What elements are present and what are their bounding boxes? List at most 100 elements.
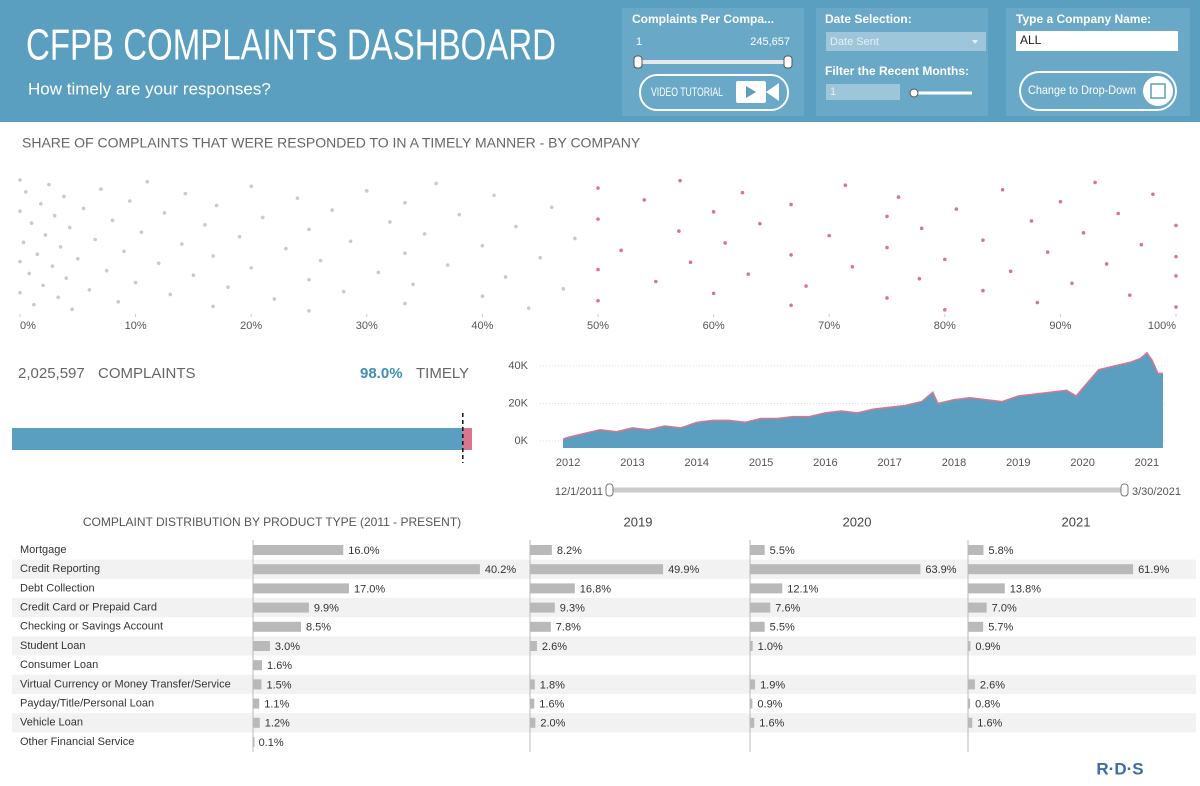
company-dot [480, 294, 485, 299]
dropdown-button[interactable] [1019, 71, 1177, 111]
y-tick-label: 20K [508, 397, 528, 409]
company-dot [211, 254, 215, 258]
company-dot [76, 256, 80, 261]
company-dot [168, 292, 173, 297]
x-tick-label: 90% [1049, 320, 1071, 332]
date-range-start: 12/1/2011 [555, 486, 603, 498]
kpi-timely: 98.0% [360, 365, 403, 382]
company-dot [35, 252, 40, 257]
bar [968, 564, 1134, 575]
company-dot [677, 229, 681, 233]
company-dot [1174, 223, 1178, 228]
company-dot [307, 227, 311, 232]
company-dot [758, 221, 762, 226]
company-dot [596, 298, 600, 303]
value-label: 2.6% [542, 641, 567, 653]
date-range-handle[interactable] [1120, 483, 1129, 497]
bar [968, 679, 975, 690]
company-dot [52, 213, 57, 218]
company-input[interactable] [1016, 31, 1178, 51]
date-range-end: 3/30/2021 [1132, 486, 1181, 498]
company-dot [50, 264, 55, 268]
company-dot [18, 290, 22, 295]
company-dot [191, 273, 196, 278]
months-slider-handle[interactable] [909, 88, 919, 98]
value-label: 7.8% [556, 622, 581, 634]
company-dot [249, 184, 253, 189]
value-label: 2.6% [980, 679, 1005, 691]
kpi-bar-segment [12, 428, 463, 450]
company-dot [619, 248, 623, 253]
value-label: 49.9% [668, 564, 699, 576]
company-dot [18, 259, 22, 264]
value-label: 0.9% [757, 699, 782, 711]
company-dot [1104, 262, 1109, 266]
company-dot [183, 191, 188, 196]
bar [530, 602, 555, 613]
company-dot [87, 288, 92, 292]
bar [253, 737, 255, 747]
company-dot [981, 288, 985, 293]
bar [530, 698, 535, 709]
company-dot [41, 283, 45, 288]
slider-min: 1 [636, 36, 642, 48]
bar [530, 717, 536, 728]
kpi-timely-text: TIMELY [416, 365, 469, 382]
value-label: 16.8% [580, 583, 611, 595]
company-dot [330, 208, 334, 212]
slider-handle[interactable] [633, 55, 643, 69]
company-dot [122, 249, 126, 254]
x-tick-label: 0% [20, 320, 36, 332]
company-dot [1070, 281, 1074, 286]
video-button[interactable] [639, 74, 789, 111]
company-label: Type a Company Name: [1016, 12, 1151, 26]
value-label: 1.2% [265, 718, 290, 730]
company-dot [403, 200, 407, 205]
company-dot [145, 179, 149, 184]
company-dot [58, 245, 63, 249]
company-dot [249, 266, 253, 270]
company-dot [526, 306, 531, 310]
company-dot [789, 303, 793, 308]
company-dot [789, 253, 793, 257]
company-dot [93, 237, 97, 242]
value-label: 12.1% [787, 583, 818, 595]
company-dot [162, 211, 167, 215]
area [563, 352, 1163, 448]
date-dropdown[interactable] [826, 32, 986, 51]
x-tick-label: 10% [125, 320, 147, 332]
company-dot [27, 271, 32, 276]
bar [253, 564, 480, 575]
slider-max: 245,657 [750, 36, 790, 48]
bar [968, 583, 1005, 594]
company-dot [1093, 180, 1097, 185]
bar [968, 545, 984, 555]
company-dot [843, 183, 848, 188]
company-dot [21, 240, 26, 245]
x-tick-label: 100% [1148, 320, 1176, 332]
company-dot [573, 236, 577, 241]
company-dot [81, 206, 86, 211]
company-dot [376, 270, 381, 275]
company-dot [32, 302, 36, 307]
bar [253, 545, 344, 555]
months-input[interactable] [826, 84, 900, 100]
date-range-handle[interactable] [605, 483, 614, 497]
value-label: 7.0% [992, 603, 1017, 615]
slider-handle[interactable] [783, 55, 793, 69]
company-dot [156, 261, 161, 266]
video-icon [746, 86, 756, 98]
company-dot [740, 190, 745, 195]
company-dot [29, 221, 34, 225]
months-value: 1 [830, 86, 836, 98]
value-label: 3.0% [275, 641, 300, 653]
company-dot [549, 205, 554, 210]
company-dot [943, 308, 947, 312]
bar [750, 679, 756, 690]
bar [750, 641, 753, 651]
value-label: 13.8% [1010, 583, 1041, 595]
dropdown-icon [1143, 76, 1173, 106]
company-dot [885, 245, 889, 250]
row-stripe [12, 636, 1196, 656]
